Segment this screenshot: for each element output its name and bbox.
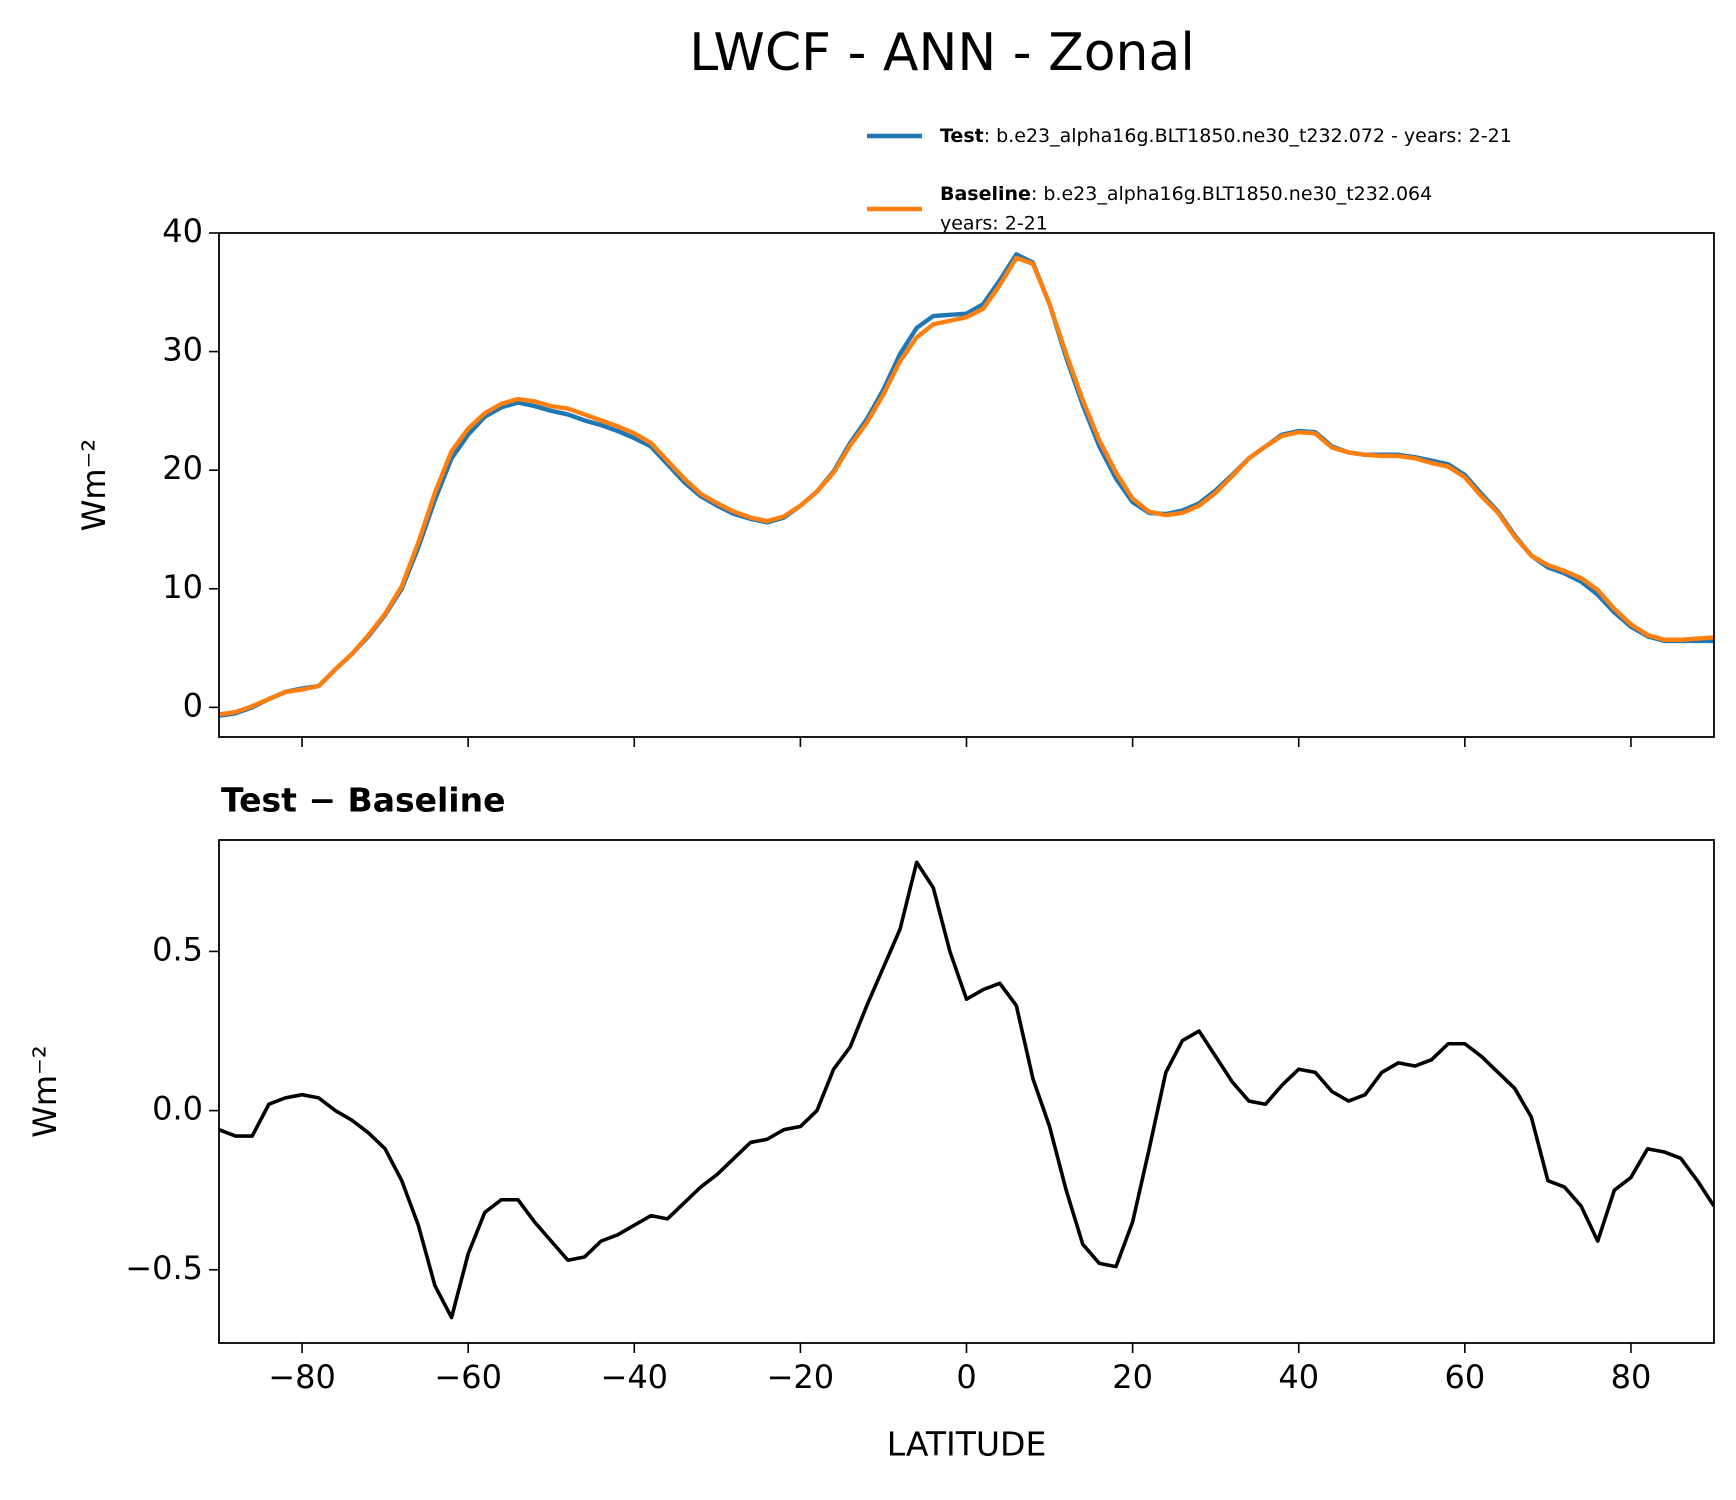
legend-case: years: 2-21 [940, 213, 1048, 235]
x-tick-label: −80 [268, 1358, 336, 1396]
legend-case: : b.e23_alpha16g.BLT1850.ne30_t232.072 -… [984, 125, 1512, 147]
x-tick-label: −40 [601, 1358, 669, 1396]
x-tick-label: −20 [767, 1358, 835, 1396]
legend-name: Baseline [940, 183, 1031, 205]
x-tick-label: 0 [956, 1358, 976, 1396]
y-axis-label: Wm⁻² [75, 439, 113, 532]
x-tick-label: 80 [1611, 1358, 1652, 1396]
subplot-title: Test − Baseline [221, 781, 506, 820]
legend-label: Baseline: b.e23_alpha16g.BLT1850.ne30_t2… [940, 183, 1432, 205]
y-tick-label: −0.5 [125, 1249, 203, 1287]
x-tick-label: 20 [1112, 1358, 1153, 1396]
series-line [219, 252, 1714, 718]
y-tick-label: 20 [162, 449, 203, 487]
x-tick-label: −60 [434, 1358, 502, 1396]
figure-title: LWCF - ANN - Zonal [689, 23, 1195, 83]
y-tick-label: 30 [162, 331, 203, 369]
legend-name: Test [940, 125, 984, 147]
axes-frame [218, 232, 1715, 738]
legend-case: : b.e23_alpha16g.BLT1850.ne30_t232.064 [1031, 183, 1432, 205]
y-tick-label: 40 [162, 212, 203, 250]
series-line [219, 860, 1714, 1320]
legend-label: Test: b.e23_alpha16g.BLT1850.ne30_t232.0… [940, 125, 1512, 147]
y-axis-label: Wm⁻² [26, 1045, 64, 1138]
series-line [219, 255, 1714, 717]
y-tick-label: 0.0 [152, 1090, 203, 1128]
axes-frame [218, 839, 1715, 1344]
y-tick-label: 10 [162, 568, 203, 606]
y-tick-label: 0.5 [152, 930, 203, 968]
x-tick-label: 40 [1278, 1358, 1319, 1396]
y-tick-label: 0 [183, 686, 203, 724]
x-tick-label: 60 [1444, 1358, 1485, 1396]
x-axis-label: LATITUDE [887, 1425, 1047, 1464]
